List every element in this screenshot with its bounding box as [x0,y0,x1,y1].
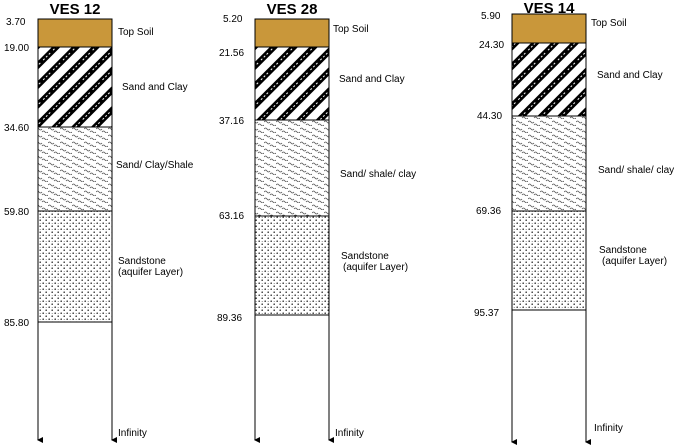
depth-label: 5.90 [481,11,501,22]
depth-label: 24.30 [479,40,504,51]
column-title: VES 14 [524,0,576,17]
layer-label-sandstone: Sandstone [118,256,166,267]
layer-label-topsoil: Top Soil [591,18,627,29]
layer-label-sandstone: Sandstone [599,245,647,256]
bottom-label: Infinity [335,428,364,439]
layer-sand-and-clay [254,46,330,121]
depth-label: 5.20 [223,14,243,25]
layer-label-sand-shale-clay: Sand/ shale/ clay [598,165,674,176]
layer-label-topsoil: Top Soil [333,24,369,35]
column-title: VES 28 [267,1,318,18]
column-title: VES 12 [50,1,101,18]
layer-label-sandstone-sub: (aquifer Layer) [118,267,183,278]
layer-sand-and-clay [511,42,587,117]
layer-sandstone [254,215,330,316]
depth-label: 59.80 [4,207,29,218]
layer-label-sand-clay-shale: Sand/ Clay/Shale [116,160,194,171]
bottom-label: Infinity [118,428,147,439]
layer-label-sand-and-clay: Sand and Clay [339,74,405,85]
layer-topsoil [511,13,587,44]
layer-label-sand-and-clay: Sand and Clay [122,82,188,93]
depth-label: 44.30 [477,111,502,122]
depth-label: 69.36 [476,206,501,217]
column-ves-12: VES 12 3.70 19.00 34.60 59.80 85.80 Top … [4,1,194,443]
depth-label: 63.16 [219,211,244,222]
bottom-label: Infinity [594,423,623,434]
depth-label: 3.70 [6,17,26,28]
layer-label-sand-and-clay: Sand and Clay [597,70,663,81]
layer-sandstone [37,210,113,323]
layer-label-sandstone: Sandstone [341,251,389,262]
depth-label: 19.00 [4,43,29,54]
layer-label-sandstone-sub: (aquifer Layer) [343,262,408,273]
depth-label: 89.36 [217,313,242,324]
layer-sand-shale-clay [254,119,330,217]
depth-label: 95.37 [474,308,499,319]
depth-label: 37.16 [219,116,244,127]
layer-label-topsoil: Top Soil [118,27,154,38]
layer-sand-and-clay [37,46,113,128]
layer-sandstone [511,210,587,311]
column-ves-14: VES 14 5.90 24.30 44.30 69.36 95.37 Top … [474,0,674,445]
depth-label: 85.80 [4,318,29,329]
layer-topsoil [254,18,330,48]
layer-label-sandstone-sub: (aquifer Layer) [602,256,667,267]
layer-sand-shale-clay [511,115,587,212]
layer-label-sand-shale-clay: Sand/ shale/ clay [340,169,416,180]
depth-label: 34.60 [4,123,29,134]
layer-topsoil [37,18,113,48]
column-ves-28: VES 28 5.20 21.56 37.16 63.16 89.36 Top … [217,1,416,443]
depth-label: 21.56 [219,48,244,59]
layer-sand-clay-shale [37,126,113,212]
